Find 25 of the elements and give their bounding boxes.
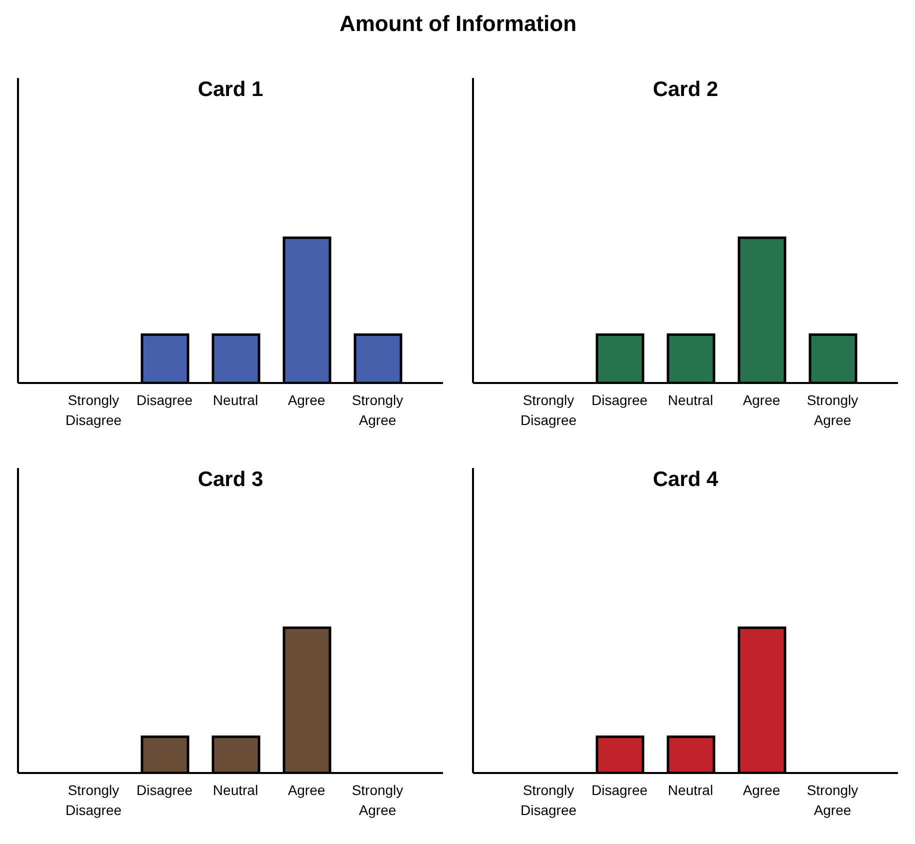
x-tick-label: Agree	[742, 392, 780, 408]
chart-title: Card 1	[196, 78, 264, 102]
text: Amount of Information	[338, 10, 578, 38]
chart-title: Card 4	[652, 468, 720, 492]
x-tick-label: Neutral	[212, 782, 258, 798]
x-tick-label: Disagree	[591, 392, 648, 408]
x-tick-label: Strongly Agree	[352, 392, 404, 428]
x-tick-label: Disagree	[591, 782, 648, 798]
chart-title: Card 3	[196, 468, 264, 492]
x-tick-label: Strongly Disagree	[65, 782, 122, 818]
x-tick-label: Neutral	[668, 782, 714, 798]
x-tick-label: Strongly Disagree	[65, 392, 122, 428]
x-tick-label: Neutral	[668, 392, 714, 408]
x-tick-label: Agree	[288, 782, 326, 798]
x-tick-label: Agree	[288, 392, 326, 408]
x-tick-label: Disagree	[136, 782, 193, 798]
x-tick-label: Strongly Disagree	[520, 782, 577, 818]
x-tick-label: Strongly Disagree	[520, 392, 577, 428]
x-tick-label: Strongly Agree	[806, 782, 858, 818]
x-tick-label: Neutral	[212, 392, 258, 408]
x-tick-label: Disagree	[136, 392, 193, 408]
chart-title: Card 2	[652, 78, 720, 102]
x-tick-label: Agree	[742, 782, 780, 798]
x-tick-label: Strongly Agree	[352, 782, 404, 818]
x-tick-label: Strongly Agree	[806, 392, 858, 428]
